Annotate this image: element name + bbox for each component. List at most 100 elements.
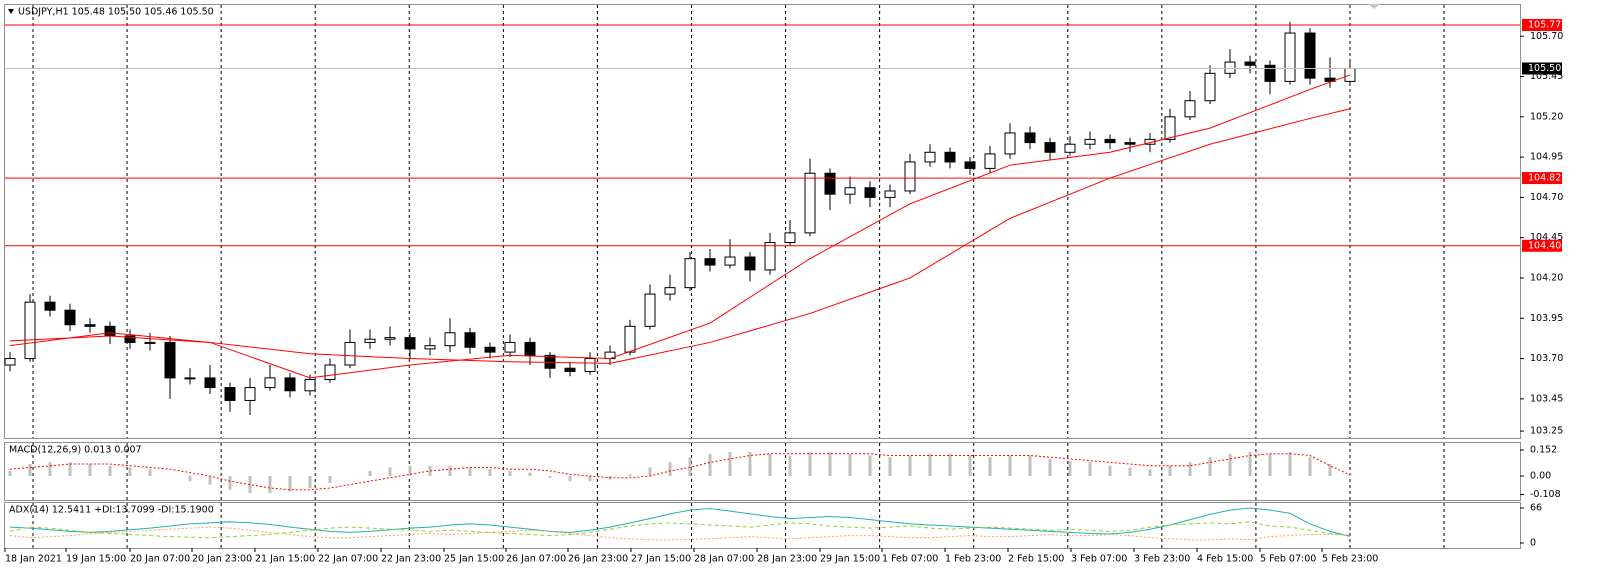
candle-body	[1284, 32, 1296, 82]
indicator-line	[9, 507, 1351, 537]
macd-panel-frame	[4, 442, 1521, 501]
candle-body	[244, 387, 256, 401]
candle-body	[684, 258, 696, 289]
candle-body	[224, 387, 236, 401]
candle-body	[844, 187, 856, 195]
candle-body	[1164, 116, 1176, 140]
candle-body	[264, 377, 276, 389]
candle-body	[424, 345, 436, 350]
candle-body	[404, 337, 416, 350]
candle-body	[124, 335, 136, 343]
candle-body	[1124, 142, 1136, 145]
candle-body	[384, 337, 396, 340]
collapse-icon[interactable]	[8, 9, 14, 14]
candle-body	[744, 256, 756, 271]
x-tick-label: 27 Jan 15:00	[631, 554, 691, 565]
y-tick-label: 0.00	[1530, 471, 1551, 482]
y-tick-label: -0.108	[1530, 489, 1561, 500]
candle-body	[764, 242, 776, 271]
candle-body	[504, 341, 516, 353]
y-tick-label: 66	[1530, 502, 1542, 513]
moving-average	[9, 108, 1351, 364]
x-tick-label: 4 Feb 15:00	[1197, 554, 1253, 565]
candle-body	[1324, 77, 1336, 82]
adx-panel-frame	[4, 502, 1521, 549]
level-box	[1522, 18, 1562, 31]
y-tick-label: 103.45	[1530, 393, 1563, 404]
candle-body	[464, 332, 476, 348]
y-tick-label: 0	[1530, 538, 1536, 549]
candle-body	[784, 232, 796, 244]
candle-body	[1204, 72, 1216, 102]
y-tick-label: 0.152	[1530, 445, 1557, 456]
candle-body	[584, 358, 596, 372]
candle-body	[984, 153, 996, 169]
candle-body	[624, 325, 636, 353]
candle-body	[304, 379, 316, 392]
x-tick-label: 22 Jan 07:00	[318, 554, 378, 565]
candle-body	[164, 341, 176, 379]
candle-body	[1184, 100, 1196, 118]
macd-title: MACD(12,26,9) 0.013 0.007	[9, 445, 142, 456]
y-tick-label: 103.25	[1530, 426, 1563, 437]
candle-body	[704, 258, 716, 266]
adx-title: ADX(14) 12.5411 +DI:13.7099 -DI:15.1900	[9, 505, 214, 516]
candle-body	[1044, 142, 1056, 153]
y-tick-label: 104.70	[1530, 192, 1563, 203]
candle-body	[804, 172, 816, 234]
x-tick-label: 22 Jan 23:00	[381, 554, 441, 565]
moving-average	[9, 74, 1351, 379]
candle-body	[1344, 67, 1356, 82]
level-label: 104.40	[1528, 240, 1561, 251]
candle-body	[104, 325, 116, 337]
candle-body	[1004, 132, 1016, 155]
x-tick-label: 5 Feb 07:00	[1260, 554, 1316, 565]
candle-body	[1024, 132, 1036, 144]
candle-body	[284, 377, 296, 392]
x-tick-label: 19 Jan 15:00	[66, 554, 126, 565]
candle-body	[1104, 138, 1116, 144]
candle-body	[84, 324, 96, 327]
candle-body	[1244, 61, 1256, 66]
candle-body	[364, 338, 376, 343]
candle-body	[44, 301, 56, 311]
candle-body	[184, 377, 196, 380]
candle-body	[964, 161, 976, 169]
y-tick-label: 104.45	[1530, 232, 1563, 243]
y-tick-label: 104.95	[1530, 152, 1563, 163]
candle-body	[1064, 143, 1076, 153]
level-box	[1522, 239, 1562, 252]
main-panel-frame	[4, 4, 1521, 439]
x-tick-label: 3 Feb 07:00	[1071, 554, 1127, 565]
candle-body	[344, 341, 356, 366]
candle-body	[564, 367, 576, 372]
x-tick-label: 21 Jan 15:00	[255, 554, 315, 565]
candle-body	[204, 377, 216, 389]
x-tick-label: 1 Feb 23:00	[945, 554, 1001, 565]
candle-body	[664, 287, 676, 295]
last-price-label: 105.50	[1528, 63, 1561, 74]
candle-body	[544, 354, 556, 369]
candle-body	[924, 151, 936, 163]
x-tick-label: 28 Jan 07:00	[694, 554, 754, 565]
x-tick-label: 29 Jan 15:00	[820, 554, 880, 565]
candle-body	[1264, 64, 1276, 82]
candle-body	[1304, 32, 1316, 79]
last-price-box	[1522, 62, 1562, 75]
x-tick-label: 20 Jan 07:00	[130, 554, 190, 565]
y-tick-label: 103.95	[1530, 313, 1563, 324]
candle-body	[1224, 61, 1236, 74]
candle-body	[904, 161, 916, 192]
y-tick-label: 105.20	[1530, 111, 1563, 122]
x-tick-label: 1 Feb 07:00	[882, 554, 938, 565]
x-tick-label: 3 Feb 23:00	[1134, 554, 1190, 565]
candle-body	[824, 172, 836, 195]
signal-line	[9, 453, 1351, 491]
x-tick-label: 5 Feb 23:00	[1322, 554, 1378, 565]
y-tick-label: 104.20	[1530, 272, 1563, 283]
x-tick-label: 2 Feb 15:00	[1008, 554, 1064, 565]
candle-body	[724, 256, 736, 266]
shift-marker[interactable]	[1368, 4, 1380, 9]
candle-body	[4, 358, 16, 366]
